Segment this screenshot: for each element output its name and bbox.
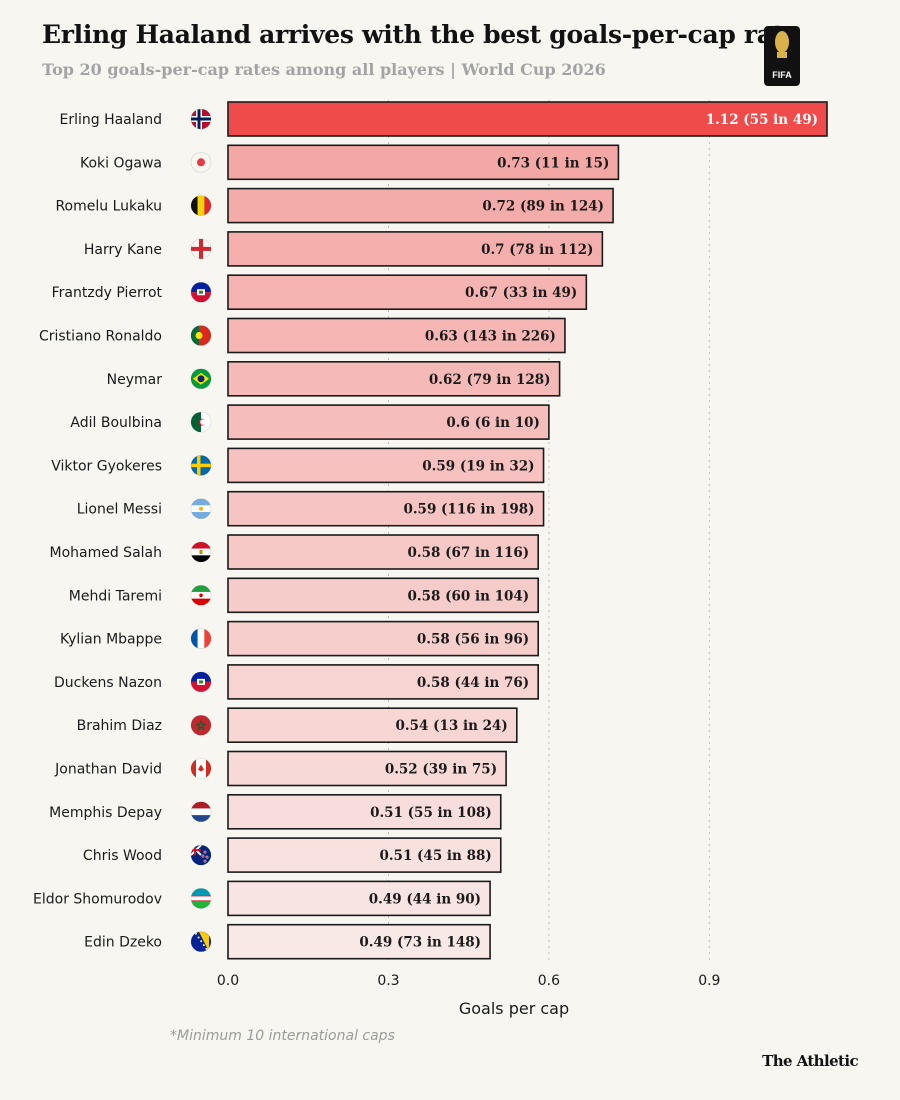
bar-value-label: 1.12 (55 in 49): [706, 112, 818, 128]
player-name-label: Harry Kane: [84, 242, 162, 258]
player-name-label: Chris Wood: [83, 848, 162, 864]
bar: [227, 534, 539, 570]
brazil-flag-icon: [190, 368, 212, 390]
bar: [227, 274, 588, 311]
x-tick-label: 0.6: [538, 973, 560, 989]
chart-title: Erling Haaland arrives with the best goa…: [42, 20, 800, 49]
japan-flag-icon: [190, 152, 212, 173]
player-name-label: Brahim Diaz: [77, 718, 162, 734]
canada-flag-icon: [190, 758, 212, 779]
category-labels: Erling Haaland Koki Ogawa Romelu Lukaku Har…: [33, 112, 162, 951]
sweden-flag-icon: [190, 455, 212, 476]
player-name-label: Viktor Gyokeres: [51, 458, 162, 474]
bar-value-label: 0.73 (11 in 15): [497, 155, 609, 171]
player-name-label: Kylian Mbappe: [60, 632, 162, 648]
bar-value-label: 0.62 (79 in 128): [429, 372, 551, 388]
algeria-flag-icon: [190, 411, 212, 433]
player-name-label: Frantzdy Pierrot: [52, 285, 163, 301]
bar: [227, 490, 545, 527]
player-name-label: Lionel Messi: [77, 502, 162, 518]
bar: [227, 360, 561, 397]
x-tick-label: 0.9: [698, 973, 720, 989]
bar: [227, 144, 620, 181]
x-axis-ticks: 0.0 0.3 0.6 0.9: [217, 973, 721, 989]
player-name-label: Romelu Lukaku: [55, 199, 162, 215]
player-name-label: Edin Dzeko: [84, 935, 162, 951]
bar-value-label: 0.51 (55 in 108): [370, 805, 492, 821]
bars: 1.12 (55 in 49) 0.73 (11 in 15) 0.72 (89 i…: [227, 101, 828, 960]
morocco-flag-icon: [190, 714, 212, 736]
france-flag-icon: [190, 628, 212, 649]
player-name-label: Memphis Depay: [49, 805, 162, 821]
player-name-label: Mehdi Taremi: [69, 588, 162, 604]
bar-value-label: 0.72 (89 in 124): [482, 199, 604, 215]
player-name-label: Cristiano Ronaldo: [39, 329, 162, 345]
player-name-label: Mohamed Salah: [50, 545, 163, 561]
bar: [227, 793, 502, 830]
bar-value-label: 0.52 (39 in 75): [385, 762, 497, 778]
x-tick-label: 0.3: [377, 973, 399, 989]
england-flag-icon: [190, 238, 212, 260]
gridlines: [387, 100, 710, 964]
player-name-label: Neymar: [107, 372, 163, 388]
bar: [227, 664, 539, 700]
bar: [227, 923, 491, 960]
chart-subtitle: Top 20 goals-per-cap rates among all pla…: [42, 60, 606, 79]
bar-value-label: 0.58 (44 in 76): [417, 675, 529, 691]
bar-value-label: 0.6 (6 in 10): [446, 415, 540, 431]
world-cup-2026-logo: FIFA: [764, 26, 800, 86]
bar-value-label: 0.58 (56 in 96): [417, 632, 529, 648]
flags: [190, 108, 212, 953]
haiti-flag-icon: [190, 671, 212, 693]
bar-value-label: 0.58 (60 in 104): [408, 588, 530, 604]
bar: [227, 880, 491, 917]
argentina-flag-icon: [190, 498, 212, 520]
egypt-flag-icon: [190, 541, 212, 563]
player-name-label: Jonathan David: [54, 762, 162, 778]
brand-logo: The Athletic: [762, 1052, 858, 1070]
player-name-label: Erling Haaland: [59, 112, 162, 128]
bar: [227, 837, 502, 873]
bar: [227, 317, 566, 354]
haiti-flag-icon: [190, 281, 212, 303]
logo-text: FIFA: [772, 70, 792, 80]
norway-flag-icon: [190, 108, 212, 130]
bar: [227, 577, 539, 614]
belgium-flag-icon: [190, 195, 212, 216]
bar-value-label: 0.67 (33 in 49): [465, 285, 577, 301]
uzbekistan-flag-icon: [190, 888, 212, 909]
bar: [227, 447, 545, 484]
bar-value-label: 0.51 (45 in 88): [379, 848, 491, 864]
footnote: *Minimum 10 international caps: [170, 1028, 395, 1044]
bar: [227, 404, 550, 440]
player-name-label: Eldor Shomurodov: [33, 891, 162, 907]
bar-value-label: 0.54 (13 in 24): [396, 718, 508, 734]
bar: [227, 101, 828, 137]
iran-flag-icon: [190, 584, 212, 606]
bar: [227, 231, 604, 267]
player-name-label: Koki Ogawa: [80, 155, 162, 171]
bar: [227, 750, 507, 787]
player-name-label: Duckens Nazon: [54, 675, 162, 691]
player-name-label: Adil Boulbina: [70, 415, 162, 431]
bar-value-label: 0.59 (116 in 198): [403, 502, 534, 518]
bar-value-label: 0.49 (44 in 90): [369, 891, 481, 907]
bar: [227, 187, 614, 224]
bosnia-flag-icon: [190, 931, 212, 953]
netherlands-flag-icon: [190, 801, 212, 823]
new-zealand-flag-icon: [190, 844, 212, 866]
portugal-flag-icon: [190, 325, 212, 346]
bar-value-label: 0.7 (78 in 112): [481, 242, 593, 258]
bar: [227, 707, 518, 744]
bar: [227, 620, 539, 657]
bar-value-label: 0.63 (143 in 226): [425, 329, 556, 345]
x-axis-label: Goals per cap: [459, 999, 569, 1018]
bar-value-label: 0.58 (67 in 116): [408, 545, 530, 561]
x-tick-label: 0.0: [217, 973, 239, 989]
bar-value-label: 0.59 (19 in 32): [422, 458, 534, 474]
bar-value-label: 0.49 (73 in 148): [359, 935, 481, 951]
